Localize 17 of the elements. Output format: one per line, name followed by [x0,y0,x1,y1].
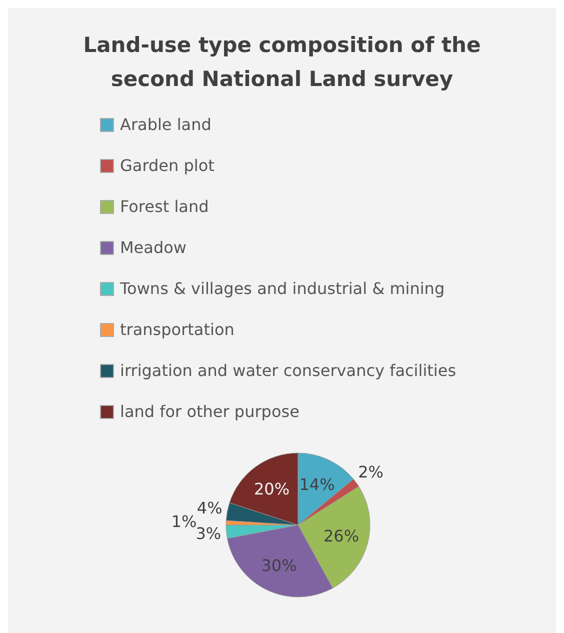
data-label: 30% [261,556,297,575]
legend-label: Forest land [120,197,209,216]
chart-title: Land-use type composition of the second National Land survey [82,32,482,93]
data-label: 14% [299,475,335,494]
data-label: 20% [254,479,290,498]
legend-label: Arable land [120,115,212,134]
data-label: 26% [323,526,360,546]
legend-label: Garden plot [120,156,214,175]
legend-label: transportation [120,320,234,339]
legend-label: Meadow [120,238,186,257]
legend-label: Towns & villages and industrial & mining [120,279,445,298]
legend-label: land for other purpose [120,402,300,421]
data-label: 4% [196,498,222,518]
data-label: 2% [358,462,384,482]
data-label: 3% [196,524,222,543]
legend-label: irrigation and water conservancy facilities [120,361,456,380]
data-label: 1% [171,512,197,531]
